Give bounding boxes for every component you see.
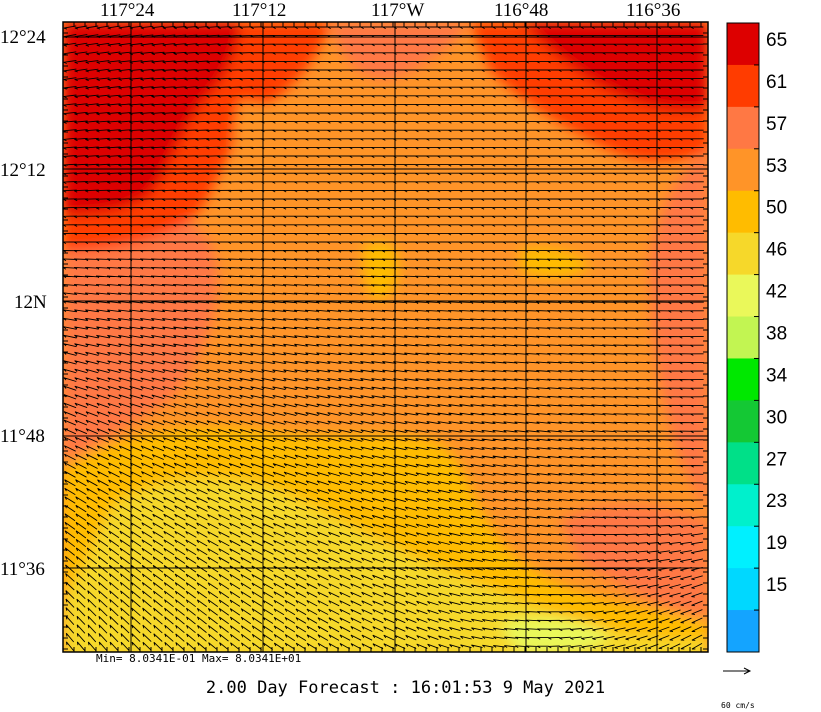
legend-value-label: 23 (766, 491, 787, 512)
legend-color-swatch (727, 316, 759, 359)
lat-label-11-48: 11°48 (0, 426, 45, 447)
lon-label-117-12: 117°12 (232, 0, 286, 21)
legend-value-label: 42 (766, 282, 787, 303)
legend-value-label: 50 (766, 198, 787, 219)
lon-label-117w: 117°W (371, 0, 424, 21)
current-speed-field (63, 22, 708, 652)
legend-color-swatch (727, 190, 759, 234)
min-max-readout: Min= 8.0341E-01 Max= 8.0341E+01 (96, 652, 302, 665)
legend-color-swatch (727, 106, 759, 150)
color-scale-legend: 65 61 57 53 50 46 42 38 34 30 27 23 19 15 (726, 22, 788, 653)
axis-ticks (62, 21, 708, 652)
lat-lon-grid (63, 22, 708, 652)
legend-frame (726, 22, 760, 653)
legend-value-label: 38 (766, 324, 787, 345)
legend-value-label: 65 (766, 30, 787, 51)
legend-value-label: 53 (766, 156, 787, 177)
legend-value-label: 27 (766, 449, 787, 470)
forecast-title-text: 2.00 Day Forecast : 16:01:53 9 May 2021 (205, 678, 606, 698)
lon-label-116-48: 116°48 (494, 0, 548, 21)
lon-label-117-24: 117°24 (100, 0, 155, 21)
legend-value-label: 57 (766, 114, 787, 135)
lat-label-11-36: 11°36 (0, 559, 45, 580)
legend-color-swatch (727, 148, 759, 192)
legend-value-label: 15 (766, 575, 787, 596)
legend-color-swatch (727, 568, 759, 611)
legend-value-label: 46 (766, 240, 787, 261)
legend-color-swatch (727, 442, 759, 485)
legend-value-label: 30 (766, 407, 787, 428)
lat-label-12-24: 12°24 (0, 27, 46, 48)
legend-color-swatch (727, 23, 759, 66)
plot-frame (62, 21, 709, 653)
legend-color-swatch (727, 64, 759, 108)
legend-color-swatch (727, 232, 759, 276)
legend-value-label: 19 (766, 533, 787, 554)
current-vector-arrows (63, 25, 704, 651)
latitude-labels: 12°24 12°12 12N 11°48 11°36 (0, 27, 47, 580)
longitude-labels: 117°24 117°12 117°W 116°48 116°36 (100, 0, 680, 21)
forecast-title: 2.00 Day Forecast : 16:01:53 9 May 2021 (0, 678, 821, 698)
legend-value-label: 61 (766, 72, 787, 93)
legend-color-swatch (727, 484, 759, 527)
vector-scale-arrow (723, 667, 752, 675)
lat-label-12-12: 12°12 (0, 160, 46, 181)
vector-scale-label: 60 cm/s (721, 701, 755, 710)
legend-color-swatch (727, 358, 759, 401)
legend-color-swatch (727, 400, 759, 443)
legend-color-swatch (727, 526, 759, 569)
lon-label-116-36: 116°36 (626, 0, 680, 21)
legend-color-swatch (727, 274, 759, 318)
legend-color-swatch (727, 610, 759, 653)
lat-label-12n: 12N (14, 292, 47, 313)
vector-arrow-paths (63, 25, 704, 651)
legend-value-label: 34 (766, 365, 788, 386)
